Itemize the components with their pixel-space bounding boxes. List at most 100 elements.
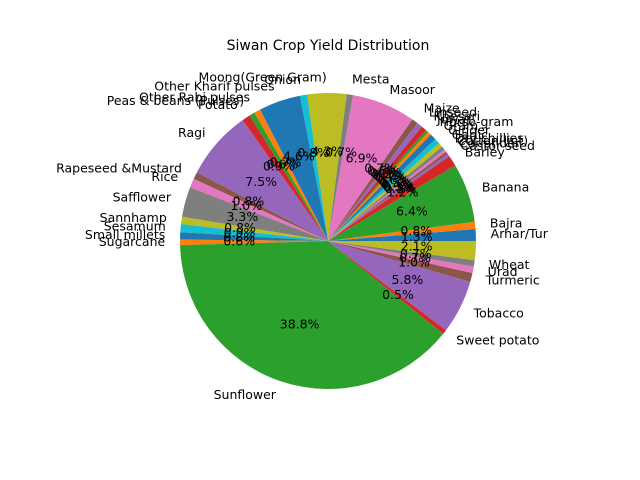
slice-percent-safflower-27: 3.3% <box>226 209 258 224</box>
pie-slice-arhar-tur-0 <box>328 229 476 241</box>
slice-percent-urad-36: 0.7% <box>399 250 431 265</box>
slice-percent-small-millets-30: 0.8% <box>223 229 255 244</box>
slice-label-safflower-27: Safflower <box>113 189 172 204</box>
slice-percent-other-rabi-pulses-21: 0.7% <box>270 155 302 170</box>
slice-label-rice-26: Rice <box>151 169 178 184</box>
slice-percent-cotton-lint-6: 0.3% <box>382 178 414 193</box>
slice-percent-ginger-9: 0.6% <box>378 173 410 188</box>
slice-percent-peas-beans-pulses-22: 0.6% <box>266 156 298 171</box>
slice-label-arhar-tur-0: Arhar/Tur <box>491 226 549 241</box>
slice-percent-dry-chillies-7: 0.4% <box>381 177 413 192</box>
pie-slice-other-kharif-pulses-20 <box>259 95 328 241</box>
pie-slice-linseed-14 <box>328 123 422 241</box>
pie-slice-moong-green-gram-18 <box>307 93 347 242</box>
slice-percent-banana-2: 6.4% <box>396 203 428 218</box>
slice-label-potato-23: Potato <box>198 97 238 112</box>
pie-slice-sannhamp-28 <box>180 216 328 241</box>
pie-slice-bajra-1 <box>328 221 476 241</box>
slice-percent-gram-10: 0.7% <box>375 170 407 185</box>
slice-label-urad-36: Urad <box>488 264 518 279</box>
slice-label-khesari-13: Khesari <box>434 109 481 124</box>
slice-percent-coriander-5: 0.3% <box>383 180 415 195</box>
slice-label-maize-15: Maize <box>424 101 460 116</box>
pie-slice-safflower-27 <box>182 187 328 241</box>
pie-slice-banana-2 <box>328 165 475 241</box>
slice-percent-moong-green-gram-18: 4.3% <box>311 144 343 159</box>
slice-percent-horse-gram-11: 0.4% <box>373 168 405 183</box>
slice-label-onion-19: Onion <box>264 72 301 87</box>
pie-slice-castor-seed-4 <box>328 153 450 241</box>
slice-label-dry-chillies-7: Dry chillies <box>455 130 524 145</box>
slice-percent-labels: 1.3%0.8%6.4%1.2%0.3%0.3%0.3%0.4%0.5%0.6%… <box>223 144 432 332</box>
slice-label-rapeseed-mustard-25: Rapeseed &Mustard <box>56 161 182 176</box>
pie-slice-small-millets-30 <box>180 232 328 241</box>
slice-percent-sunflower-32: 38.8% <box>280 317 320 332</box>
slice-percent-sannhamp-28: 0.8% <box>224 220 256 235</box>
slice-percent-onion-19: 0.8% <box>297 145 329 160</box>
slice-percent-sugarcane-31: 0.6% <box>223 233 255 248</box>
pie-slice-other-rabi-pulses-21 <box>254 109 328 241</box>
slice-label-turmeric-35: Turmeric <box>485 273 540 288</box>
pie-slice-ginger-9 <box>328 139 440 241</box>
slice-label-masoor-16: Masoor <box>390 82 436 97</box>
slice-label-barley-3: Barley <box>465 144 506 159</box>
slice-percent-linseed-14: 0.6% <box>367 163 399 178</box>
pie-slice-potato-23 <box>242 115 328 241</box>
slice-percent-rapeseed-mustard-25: 0.8% <box>232 193 264 208</box>
slice-percent-maize-15: 0.7% <box>364 161 396 176</box>
pie-slice-peas-beans-pulses-22 <box>249 112 328 241</box>
slice-label-sunflower-32: Sunflower <box>214 387 277 402</box>
pie-slice-wheat-37 <box>328 241 475 267</box>
pie-slice-onion-19 <box>299 94 328 242</box>
slice-percent-khesari-13: 0.6% <box>370 165 402 180</box>
pie-slice-cotton-lint-6 <box>328 149 447 241</box>
pie-slice-jowar-12 <box>328 130 429 241</box>
slice-percent-arhar-tur-0: 1.3% <box>401 229 433 244</box>
pie-slice-khesari-13 <box>328 126 427 241</box>
slice-percent-unlabeled-38: 2.1% <box>401 238 433 253</box>
slice-percent-bajra-1: 0.8% <box>400 223 432 238</box>
slice-label-jowar-12: Jowar <box>436 112 472 127</box>
pie-slice-horse-gram-11 <box>328 131 431 241</box>
pie-slice-mesta-17 <box>328 94 353 241</box>
slice-label-bajra-1: Bajra <box>490 215 523 230</box>
slice-label-coriander-5: Coriander <box>459 136 521 151</box>
slice-label-sannhamp-28: Sannhamp <box>100 210 167 225</box>
pie-slice-maize-15 <box>328 119 418 241</box>
slice-label-banana-2: Banana <box>482 179 529 194</box>
pie-slices <box>179 93 476 389</box>
slice-percent-potato-23: 0.9% <box>263 159 295 174</box>
slice-percent-sesamum-29: 0.9% <box>224 225 256 240</box>
pie-slice-sesamum-29 <box>180 223 328 241</box>
slice-label-castor-seed-4: Castor seed <box>461 138 535 153</box>
slice-label-moong-green-gram-18: Moong(Green Gram) <box>199 70 327 85</box>
slice-percent-mesta-17: 0.7% <box>325 145 357 160</box>
slice-percent-ragi-24: 7.5% <box>245 174 277 189</box>
pie-slice-turmeric-35 <box>328 241 473 282</box>
slice-label-tobacco-34: Tobacco <box>473 305 524 320</box>
pie-slice-coriander-5 <box>328 151 448 241</box>
chart-title: Siwan Crop Yield Distribution <box>227 38 430 54</box>
slice-label-sweet-potato-33: Sweet potato <box>456 333 539 348</box>
slice-label-cotton-lint-6: Cotton(lint) <box>457 133 528 148</box>
pie-slice-barley-3 <box>328 156 456 241</box>
slice-percent-masoor-16: 6.9% <box>346 150 378 165</box>
slice-label-mesta-17: Mesta <box>352 71 390 86</box>
slice-label-ragi-24: Ragi <box>178 125 205 140</box>
pie-slice-sugarcane-31 <box>179 239 328 246</box>
slice-percent-rice-26: 1.0% <box>230 198 262 213</box>
slice-percent-wheat-37: 0.7% <box>400 246 432 261</box>
pie-slice-ragi-24 <box>196 120 328 241</box>
slice-label-other-kharif-pulses-20: Other Kharif pulses <box>154 79 274 94</box>
pie-slice-sunflower-32 <box>180 241 444 389</box>
slice-label-other-rabi-pulses-21: Other Rabi pulses <box>139 90 250 105</box>
pie-slice-masoor-16 <box>328 95 413 241</box>
slice-percent-castor-seed-4: 0.3% <box>384 181 416 196</box>
slice-percent-barley-3: 1.2% <box>387 184 419 199</box>
pie-slice-tobacco-34 <box>328 241 471 331</box>
slice-label-sugarcane-31: Sugarcane <box>99 234 166 249</box>
slice-percent-other-kharif-pulses-20: 4.6% <box>283 149 315 164</box>
